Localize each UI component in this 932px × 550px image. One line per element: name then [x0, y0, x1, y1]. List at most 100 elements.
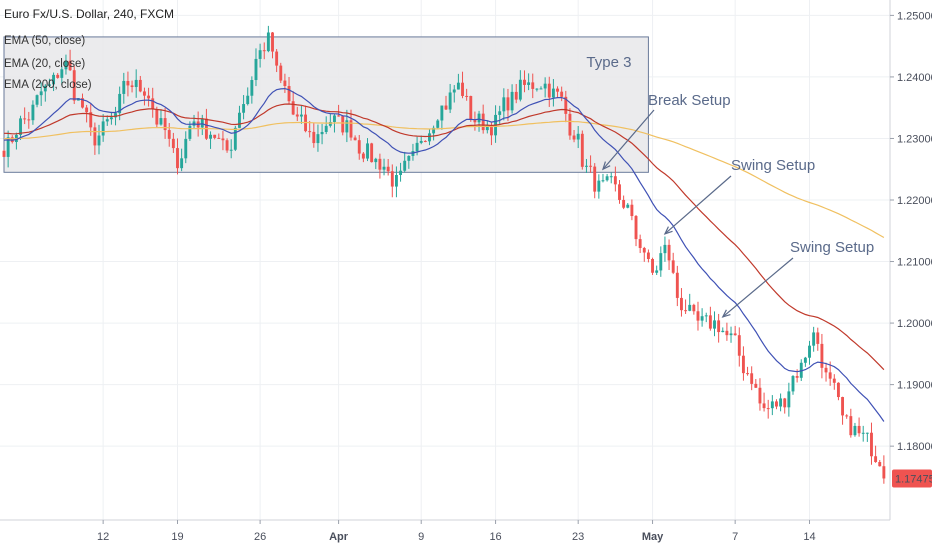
candle-body	[233, 127, 237, 150]
candle-body	[2, 150, 6, 157]
candle-body	[485, 125, 489, 131]
candle-body	[163, 118, 167, 131]
candle-body	[180, 158, 184, 169]
time-tick-label: 12	[97, 531, 109, 543]
candle-body	[452, 89, 456, 93]
candle-body	[382, 166, 386, 170]
candle-body	[436, 120, 440, 128]
candle-body	[283, 80, 287, 87]
candle-body	[477, 113, 481, 123]
candle-body	[514, 91, 518, 100]
legend-ema50: EMA (50, close)	[4, 35, 85, 47]
candle-body	[878, 462, 882, 467]
candle-body	[613, 176, 617, 185]
candle-body	[597, 180, 601, 192]
candle-body	[741, 355, 745, 374]
annotation-arrowhead-2	[721, 309, 731, 318]
candle-body	[147, 95, 151, 99]
candle-body	[238, 112, 241, 128]
candle-body	[217, 137, 221, 139]
candle-body	[651, 259, 654, 273]
candle-body	[803, 357, 807, 363]
candle-body	[585, 165, 588, 167]
candle-body	[357, 140, 361, 154]
time-axis[interactable]: 12 19 26 Apr 9 16 23 May 7 14	[0, 519, 890, 543]
candle-body	[857, 425, 861, 434]
candle-body	[23, 118, 27, 120]
candle-body	[81, 98, 84, 108]
candle-body	[337, 115, 341, 117]
candle-body	[138, 79, 142, 92]
candle-body	[671, 260, 675, 273]
candle-body	[246, 95, 250, 105]
candle-body	[787, 391, 791, 408]
candle-body	[27, 119, 31, 121]
candle-body	[461, 82, 464, 96]
candle-body	[870, 432, 873, 457]
candle-body	[60, 69, 64, 78]
candle-body	[630, 204, 634, 217]
candle-body	[547, 83, 551, 98]
candle-body	[47, 84, 51, 86]
candle-body	[717, 320, 721, 333]
price-axis[interactable]: 1.18000 1.19000 1.20000 1.21000 1.22000 1.230…	[889, 0, 932, 520]
candle-body	[126, 80, 130, 86]
candle-body	[444, 105, 448, 110]
annotation-label-1: Swing Setup	[731, 157, 815, 174]
annotation-arrowhead-0	[601, 161, 611, 171]
candle-body	[729, 333, 733, 336]
candle-body	[646, 252, 650, 260]
candle-body	[642, 247, 646, 253]
candle-body	[72, 70, 76, 101]
candle-body	[510, 91, 514, 111]
candle-body	[725, 330, 729, 336]
candle-body	[609, 176, 613, 178]
annotation-label-2: Swing Setup	[790, 239, 874, 256]
candle-body	[721, 330, 725, 333]
candle-body	[556, 88, 559, 92]
candle-body	[638, 239, 642, 248]
annotation-label-0: Break Setup	[648, 92, 731, 109]
time-tick-label: 14	[803, 531, 815, 543]
candle-body	[580, 133, 584, 167]
candle-body	[667, 244, 671, 261]
candle-body	[816, 332, 820, 344]
annotation-arrowhead-1	[663, 226, 673, 235]
candle-body	[770, 401, 774, 409]
candle-body	[531, 82, 535, 89]
ema200-line	[4, 120, 885, 239]
last-price-tag-box	[892, 469, 932, 488]
candle-body	[766, 408, 770, 410]
candle-body	[783, 398, 787, 408]
candle-body	[299, 114, 303, 117]
candle-body	[779, 398, 783, 407]
time-tick-label: 7	[732, 531, 738, 543]
candle-body	[601, 180, 605, 182]
candle-body	[188, 125, 192, 139]
candle-body	[440, 105, 444, 121]
candle-body	[262, 50, 266, 52]
candle-body	[378, 158, 382, 170]
candle-body	[275, 51, 279, 66]
candle-body	[333, 115, 336, 123]
time-tick-label: 19	[171, 531, 183, 543]
candle-body	[688, 304, 692, 311]
candle-body	[874, 456, 878, 463]
candle-body	[523, 79, 526, 85]
time-tick-label: 26	[254, 531, 266, 543]
candle-body	[403, 160, 407, 171]
candle-body	[746, 373, 749, 375]
candle-body	[675, 272, 679, 298]
time-tick-label: Apr	[329, 531, 349, 543]
candle-body	[209, 134, 212, 139]
candle-body	[423, 140, 427, 142]
candle-body	[700, 316, 704, 321]
candle-body	[828, 372, 832, 379]
price-tick-label: 1.22000	[897, 195, 932, 207]
candle-body	[469, 96, 473, 120]
candle-body	[539, 88, 543, 90]
candle-body	[35, 95, 39, 105]
candle-body	[250, 80, 254, 96]
candle-body	[605, 176, 609, 181]
